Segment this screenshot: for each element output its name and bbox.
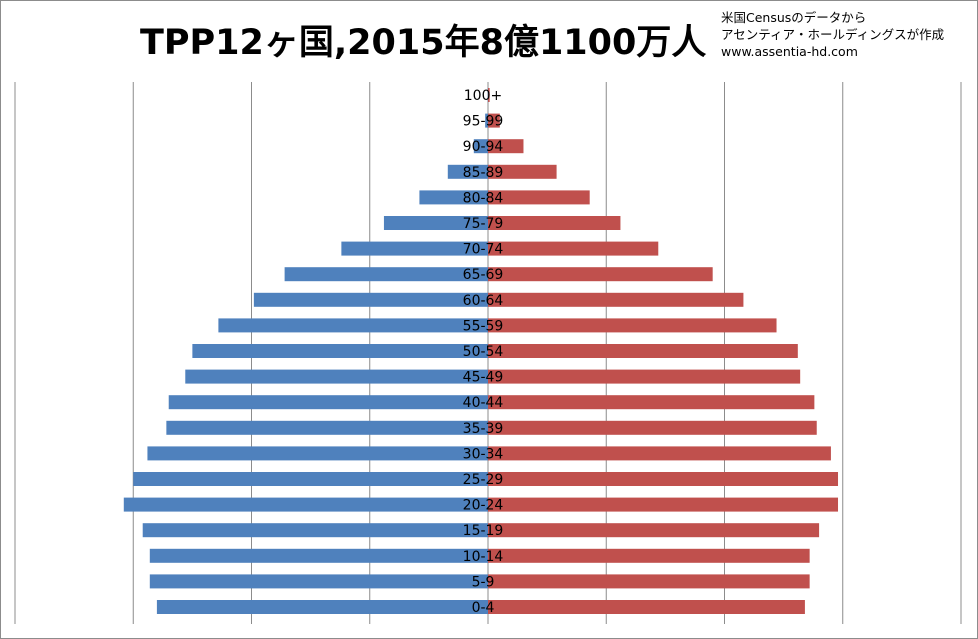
age-group-label: 80-84 — [463, 190, 504, 206]
left-bar-80-84 — [419, 190, 488, 205]
left-bar-40-44 — [168, 395, 488, 410]
right-bar-10-14 — [488, 548, 810, 563]
age-group-label: 65-69 — [463, 267, 504, 283]
left-bar-55-59 — [218, 318, 488, 333]
credit-note: 米国Censusのデータから アセンティア・ホールディングスが作成 www.as… — [721, 9, 944, 60]
age-group-label: 95-99 — [463, 114, 504, 130]
left-bar-45-49 — [185, 369, 488, 384]
age-group-label: 50-54 — [463, 344, 504, 360]
right-bar-85-89 — [488, 164, 557, 179]
age-group-label: 90-94 — [463, 139, 504, 155]
age-group-label: 45-49 — [463, 370, 504, 386]
age-group-label: 55-59 — [463, 318, 504, 334]
age-group-label: 100+ — [464, 88, 502, 104]
bars — [123, 88, 839, 614]
left-bar-15-19 — [142, 523, 488, 538]
left-bar-30-34 — [147, 446, 488, 461]
age-group-label: 15-19 — [463, 523, 504, 539]
left-bar-25-29 — [133, 472, 488, 486]
age-group-label: 20-24 — [463, 498, 504, 514]
left-bar-70-74 — [341, 241, 488, 256]
left-bar-60-64 — [253, 292, 488, 307]
right-bar-100+ — [488, 88, 490, 102]
left-bar-65-69 — [284, 267, 488, 282]
right-bar-95-99 — [488, 113, 500, 128]
right-bar-65-69 — [488, 267, 713, 282]
left-bar-20-24 — [123, 497, 488, 512]
right-bar-5-9 — [488, 574, 810, 589]
credit-line-url: www.assentia-hd.com — [721, 44, 858, 59]
credit-line-author: アセンティア・ホールディングスが作成 — [721, 27, 945, 42]
age-group-label: 70-74 — [463, 242, 504, 258]
age-group-label: 40-44 — [463, 395, 504, 411]
right-bar-15-19 — [488, 523, 820, 538]
age-group-label: 75-79 — [463, 216, 504, 232]
right-bar-55-59 — [488, 318, 777, 333]
right-bar-75-79 — [488, 216, 621, 230]
left-bar-75-79 — [383, 216, 488, 230]
right-bar-90-94 — [488, 139, 524, 154]
age-group-label: 35-39 — [463, 421, 504, 437]
left-bar-50-54 — [192, 344, 488, 358]
right-bar-50-54 — [488, 344, 798, 358]
left-bar-5-9 — [149, 574, 488, 589]
right-bar-35-39 — [488, 420, 817, 435]
right-bar-60-64 — [488, 292, 744, 307]
right-bar-25-29 — [488, 472, 839, 486]
age-group-label: 0-4 — [472, 600, 495, 616]
age-group-label: 30-34 — [463, 446, 504, 462]
left-bar-0-4 — [156, 600, 488, 614]
right-bar-0-4 — [488, 600, 805, 614]
age-group-label: 25-29 — [463, 472, 504, 488]
left-bar-90-94 — [473, 139, 488, 154]
right-bar-45-49 — [488, 369, 801, 384]
left-bar-95-99 — [485, 113, 488, 128]
right-bar-20-24 — [488, 497, 839, 512]
left-bar-10-14 — [149, 548, 488, 563]
chart-title: TPP12ヶ国,2015年8億1100万人 — [140, 23, 707, 63]
category-labels: 100+ 95-99 90-94 85-89 80-84 75-79 70-74 65-69 6… — [463, 88, 504, 616]
left-bar-85-89 — [447, 164, 488, 179]
right-bar-30-34 — [488, 446, 831, 461]
age-group-label: 10-14 — [463, 549, 504, 565]
age-group-label: 85-89 — [463, 165, 504, 181]
left-bar-35-39 — [166, 420, 489, 435]
age-group-label: 5-9 — [472, 574, 495, 590]
right-bar-80-84 — [488, 190, 590, 205]
right-bar-40-44 — [488, 395, 815, 410]
age-group-label: 60-64 — [463, 293, 504, 309]
credit-line-source: 米国Censusのデータから — [721, 10, 867, 25]
right-bar-70-74 — [488, 241, 659, 256]
